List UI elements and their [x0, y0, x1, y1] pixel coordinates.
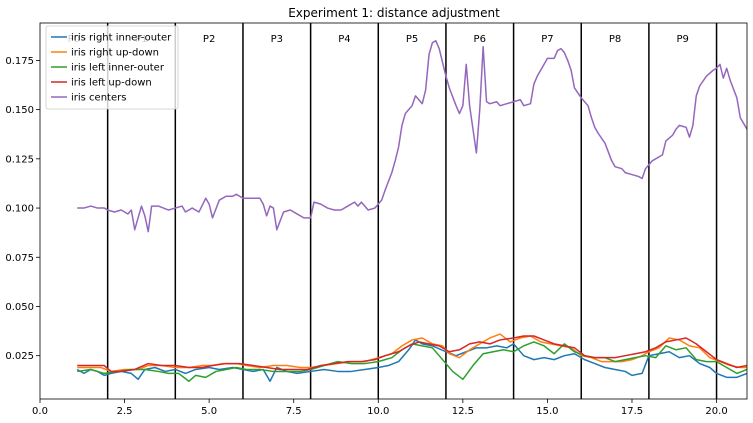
x-tick-label: 12.5: [452, 406, 474, 417]
phase-label: P8: [609, 34, 621, 45]
phase-label: P3: [271, 34, 283, 45]
x-tick-label: 15.0: [536, 406, 558, 417]
phase-label: P7: [541, 34, 553, 45]
chart-title: Experiment 1: distance adjustment: [288, 6, 500, 20]
phase-label: P9: [677, 34, 689, 45]
phase-label: P4: [338, 34, 350, 45]
x-tick-label: 20.0: [705, 406, 727, 417]
legend-label: iris right inner-outer: [71, 33, 172, 44]
x-tick-label: 5.0: [201, 406, 217, 417]
legend-label: iris centers: [71, 93, 126, 104]
phase-label: P5: [406, 34, 418, 45]
legend-box: [45, 25, 179, 110]
y-tick-label: 0.025: [5, 351, 34, 362]
y-tick-label: 0.100: [5, 204, 34, 215]
y-tick-label: 0.150: [5, 105, 34, 116]
series-line: [77, 39, 747, 233]
y-tick-label: 0.075: [5, 253, 34, 264]
x-tick-label: 10.0: [367, 406, 389, 417]
y-tick-label: 0.050: [5, 302, 34, 313]
legend-label: iris left up-down: [71, 78, 152, 89]
y-tick-label: 0.125: [5, 154, 34, 165]
plot-area: P0P1P2P3P4P5P6P7P8P9: [68, 23, 747, 399]
series-line: [77, 341, 747, 383]
series-line: [77, 335, 747, 373]
axes: 0.0 2.5 5.0 7.5 10.0 12.5 15.0 17.5 20.0 0.025 0.0…: [5, 22, 748, 417]
y-tick-label: 0.175: [5, 56, 34, 67]
x-tick-label: 17.5: [621, 406, 643, 417]
x-tick-label: 7.5: [286, 406, 302, 417]
x-tick-label: 2.5: [117, 406, 133, 417]
plot-series-group: [76, 23, 747, 399]
x-tick-label: 0.0: [32, 406, 48, 417]
legend-label: iris left inner-outer: [71, 63, 165, 74]
phase-label: P6: [474, 34, 486, 45]
axes-frame: [39, 22, 748, 400]
legend: iris right inner-outer iris right up-down…: [45, 25, 179, 110]
legend-label: iris right up-down: [71, 48, 159, 59]
phase-label: P2: [203, 34, 215, 45]
